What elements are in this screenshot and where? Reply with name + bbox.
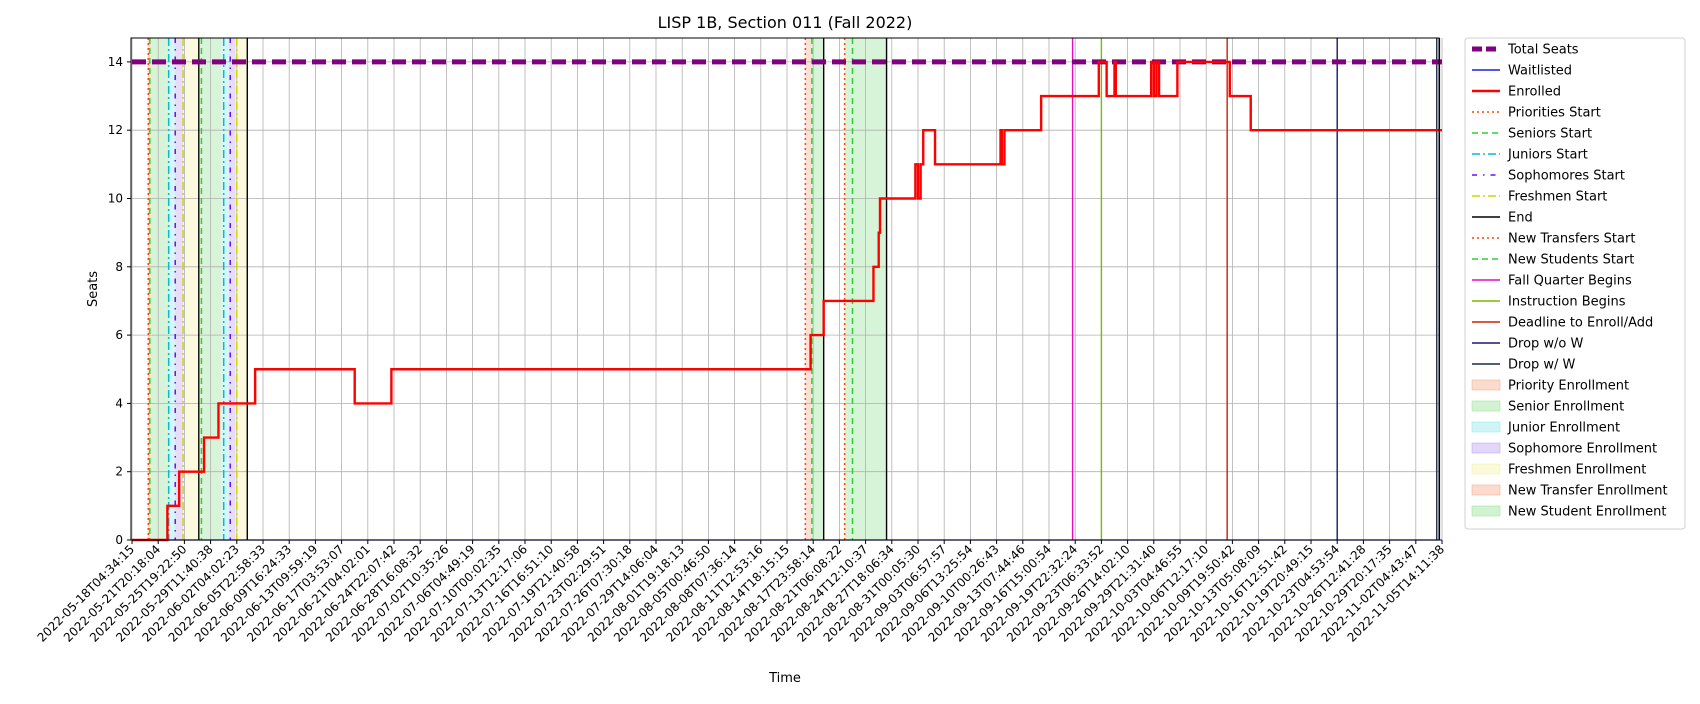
legend-label-5: Juniors Start: [1507, 148, 1588, 163]
legend-label-1: Waitlisted: [1508, 64, 1572, 79]
legend-label-13: Deadline to Enroll/Add: [1508, 316, 1653, 331]
legend-label-14: Drop w/o W: [1508, 337, 1584, 352]
legend-swatch-21: [1471, 484, 1501, 496]
legend-swatch-16: [1471, 379, 1501, 391]
legend-label-12: Instruction Begins: [1508, 295, 1626, 310]
span-3-0: [175, 38, 184, 540]
y-ticks: 0 2 4 6 8 10 12 14: [108, 55, 131, 547]
y-tick-label-4: 8: [115, 260, 123, 274]
legend-label-17: Senior Enrollment: [1508, 400, 1624, 415]
legend-label-11: Fall Quarter Begins: [1508, 274, 1632, 289]
legend-label-18: Junior Enrollment: [1507, 421, 1620, 436]
y-tick-label-3: 6: [115, 328, 123, 342]
legend-label-21: New Transfer Enrollment: [1508, 484, 1668, 499]
legend-label-0: Total Seats: [1507, 43, 1579, 58]
span-5-0: [805, 38, 812, 540]
legend-label-9: New Transfers Start: [1508, 232, 1635, 247]
legend: Total Seats Waitlisted Enrolled Priorities …: [1464, 37, 1686, 530]
plot-frame: [130, 37, 1440, 541]
y-tick-label-1: 2: [115, 465, 123, 479]
y-tick-label-2: 4: [115, 396, 123, 410]
enrollment-spans: [147, 38, 887, 540]
legend-label-3: Priorities Start: [1508, 106, 1601, 121]
y-tick-label-5: 10: [108, 192, 123, 206]
legend-label-19: Sophomore Enrollment: [1508, 442, 1657, 457]
y-tick-label-0: 0: [115, 533, 123, 547]
legend-frame: [1464, 37, 1686, 530]
x-ticks: 2022-05-18T04:34:152022-05-21T20:18:0420…: [35, 540, 1447, 645]
legend-label-4: Seniors Start: [1508, 127, 1592, 142]
legend-label-7: Freshmen Start: [1508, 190, 1607, 205]
y-axis-label: Seats: [86, 271, 101, 307]
span-6-0: [811, 38, 824, 540]
legend-swatch-20: [1471, 463, 1501, 475]
y-tick-label-7: 14: [108, 55, 123, 69]
legend-label-10: New Students Start: [1508, 253, 1634, 268]
y-tick-label-6: 12: [108, 123, 123, 137]
legend-label-22: New Student Enrollment: [1508, 505, 1666, 520]
legend-label-2: Enrolled: [1508, 85, 1561, 100]
legend-swatch-18: [1471, 421, 1501, 433]
legend-label-8: End: [1508, 211, 1533, 226]
legend-label-15: Drop w/ W: [1508, 358, 1576, 373]
span-1-0: [150, 38, 169, 540]
grid: [131, 38, 1443, 541]
span-0-0: [147, 38, 151, 540]
legend-swatch-19: [1471, 442, 1501, 454]
span-2-0: [168, 38, 176, 540]
series-2: [132, 60, 1442, 542]
legend-swatch-22: [1471, 505, 1501, 517]
x-axis-label: Time: [768, 671, 801, 686]
legend-swatch-17: [1471, 400, 1501, 412]
span-4-1: [235, 38, 248, 540]
legend-label-20: Freshmen Enrollment: [1508, 463, 1646, 478]
chart-title: LISP 1B, Section 011 (Fall 2022): [658, 13, 913, 32]
span-3-1: [228, 38, 236, 540]
span-2-1: [221, 38, 229, 540]
span-4-0: [183, 38, 199, 540]
legend-label-6: Sophomores Start: [1508, 169, 1625, 184]
legend-label-16: Priority Enrollment: [1508, 379, 1629, 394]
